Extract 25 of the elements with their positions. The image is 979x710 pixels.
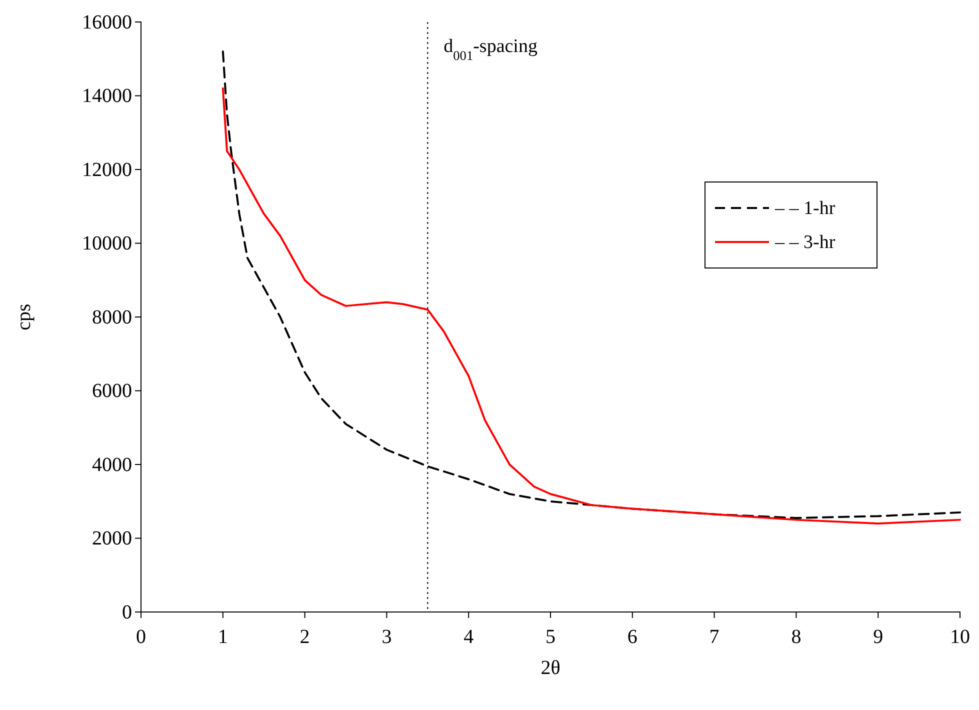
x-tick-label: 7 xyxy=(709,626,720,648)
x-tick-label: 4 xyxy=(464,626,474,648)
legend-label: – – 1-hr xyxy=(774,198,836,219)
x-tick-label: 1 xyxy=(218,626,228,648)
legend-label: – – 3-hr xyxy=(774,232,836,253)
y-axis-title: cps xyxy=(13,303,35,330)
x-tick-label: 9 xyxy=(873,626,884,648)
y-tick-label: 4000 xyxy=(92,454,132,476)
x-tick-label: 5 xyxy=(546,626,556,648)
x-tick-label: 3 xyxy=(382,626,392,648)
y-tick-label: 8000 xyxy=(92,306,132,328)
y-tick-label: 16000 xyxy=(82,11,132,34)
y-tick-label: 2000 xyxy=(92,528,132,550)
y-tick-label: 6000 xyxy=(92,380,132,402)
y-tick-label: 14000 xyxy=(82,85,132,108)
x-tick-label: 8 xyxy=(791,626,802,648)
x-tick-label: 10 xyxy=(950,626,970,648)
y-tick-label: 0 xyxy=(122,601,132,624)
x-tick-label: 0 xyxy=(136,626,146,648)
y-tick-label: 12000 xyxy=(82,158,132,181)
x-axis-title: 2θ xyxy=(540,657,560,679)
ref-line-label: d$_{001}$-spacing xyxy=(444,36,538,62)
x-tick-label: 6 xyxy=(627,626,638,648)
x-tick-label: 2 xyxy=(300,626,310,648)
y-tick-label: 10000 xyxy=(82,232,132,255)
